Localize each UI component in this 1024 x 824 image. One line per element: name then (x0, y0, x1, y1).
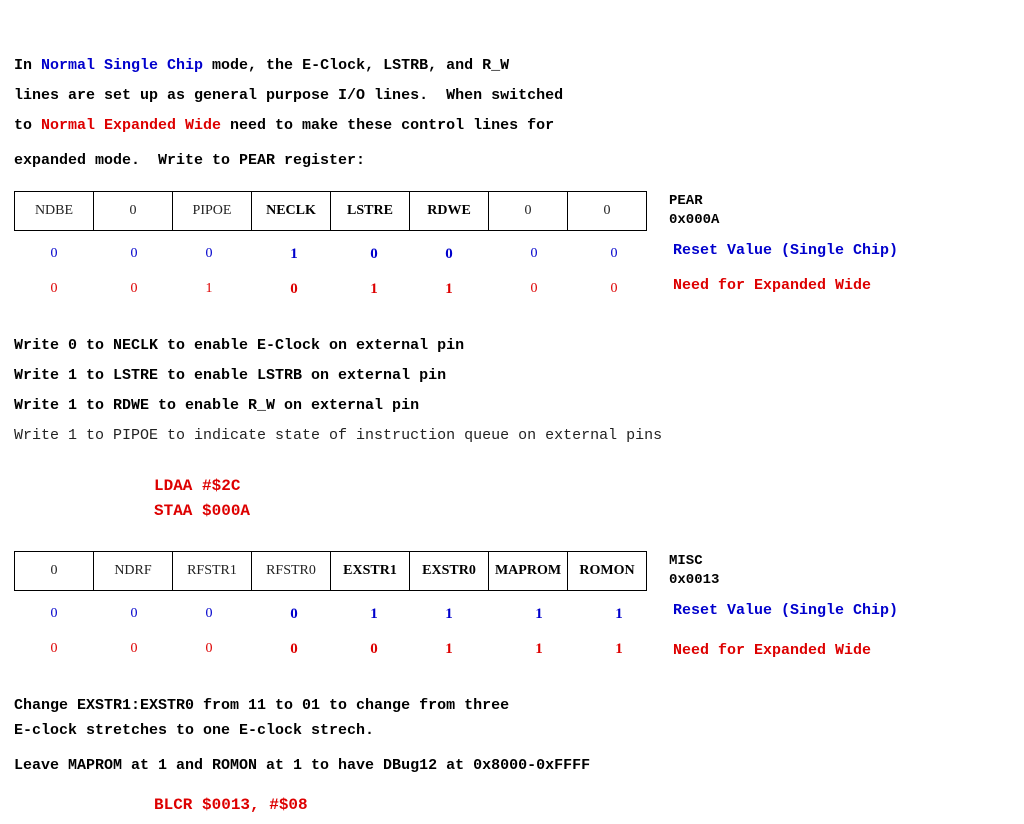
value: 0 (205, 246, 213, 261)
value: 1 (535, 606, 543, 622)
pear-bit-1: 0 (488, 191, 568, 231)
register-address: 0x0013 (669, 572, 720, 588)
value: 0 (205, 606, 213, 621)
misc-bit-2: EXSTR0 (409, 551, 489, 591)
value: 1 (445, 641, 453, 657)
misc-bit-5: RFSTR1 (172, 551, 252, 591)
intro-line-2: lines are set up as general purpose I/O … (14, 87, 564, 104)
need-expanded-legend: Need for Expanded Wide (673, 642, 872, 659)
pear-bit-3: LSTRE (330, 191, 410, 231)
normal-single-chip-term: Normal Single Chip (41, 57, 204, 74)
intro-line-1: In Normal Single Chip mode, the E-Clock,… (14, 57, 509, 75)
pear-register-label: PEAR 0x000A (669, 192, 719, 230)
pear-register-table: NDBE 0 PIPOE NECLK LSTRE RDWE 0 0 (14, 191, 647, 231)
misc-bit-0: ROMON (567, 551, 647, 591)
value: 0 (445, 246, 453, 262)
misc-bit-row: 0 NDRF RFSTR1 RFSTR0 EXSTR1 EXSTR0 MAPRO… (14, 551, 647, 591)
value: 0 (50, 641, 58, 656)
value: 0 (370, 641, 378, 657)
misc-reset-values: 0 0 0 0 1 1 1 1 (14, 606, 654, 626)
value: 0 (290, 281, 298, 297)
note-pipoe: Write 1 to PIPOE to indicate state of in… (14, 427, 663, 444)
reset-value-legend: Reset Value (Single Chip) (673, 242, 899, 259)
footer-line-1: Change EXSTR1:EXSTR0 from 11 to 01 to ch… (14, 697, 510, 714)
footer-line-3: Leave MAPROM at 1 and ROMON at 1 to have… (14, 757, 591, 774)
code-blcr: BLCR $0013, #$08 (154, 796, 308, 814)
misc-register-label: MISC 0x0013 (669, 552, 719, 590)
code-staa: STAA $000A (154, 502, 251, 520)
value: 0 (50, 246, 58, 261)
value: 1 (615, 641, 623, 657)
value: 1 (535, 641, 543, 657)
footer-line-2: E-clock stretches to one E-clock strech. (14, 722, 375, 739)
value: 0 (290, 641, 298, 657)
register-name: MISC (669, 553, 703, 569)
note-rdwe: Write 1 to RDWE to enable R_W on externa… (14, 397, 420, 414)
value: 1 (370, 281, 378, 297)
intro-text: to (14, 117, 42, 134)
value: 1 (290, 246, 298, 262)
intro-line-4: expanded mode. Write to PEAR register: (14, 152, 366, 169)
misc-bit-1: MAPROM (488, 551, 568, 591)
value: 0 (610, 246, 618, 261)
pear-reset-values: 0 0 0 1 0 0 0 0 (14, 246, 654, 266)
value: 1 (370, 606, 378, 622)
value: 0 (50, 281, 58, 296)
pear-bit-4: NECLK (251, 191, 331, 231)
misc-bit-7: 0 (14, 551, 94, 591)
value: 0 (205, 641, 213, 656)
intro-line-3: to Normal Expanded Wide need to make the… (14, 117, 554, 135)
normal-expanded-wide-term: Normal Expanded Wide (41, 117, 222, 134)
pear-bit-2: RDWE (409, 191, 489, 231)
pear-bit-0: 0 (567, 191, 647, 231)
value: 0 (530, 281, 538, 296)
misc-register-table: 0 NDRF RFSTR1 RFSTR0 EXSTR1 EXSTR0 MAPRO… (14, 551, 647, 591)
value: 1 (445, 606, 453, 622)
value: 0 (610, 281, 618, 296)
pear-bit-7: NDBE (14, 191, 94, 231)
value: 1 (615, 606, 623, 622)
register-name: PEAR (669, 193, 703, 209)
code-ldaa: LDAA #$2C (154, 477, 241, 495)
value: 0 (370, 246, 378, 262)
value: 0 (130, 606, 138, 621)
need-expanded-legend: Need for Expanded Wide (673, 277, 872, 294)
pear-bit-row: NDBE 0 PIPOE NECLK LSTRE RDWE 0 0 (14, 191, 647, 231)
misc-need-values: 0 0 0 0 0 1 1 1 (14, 641, 654, 661)
register-address: 0x000A (669, 212, 720, 228)
value: 0 (130, 246, 138, 261)
value: 0 (530, 246, 538, 261)
note-lstre: Write 1 to LSTRE to enable LSTRB on exte… (14, 367, 447, 384)
pear-bit-5: PIPOE (172, 191, 252, 231)
value: 1 (205, 281, 213, 296)
value: 0 (290, 606, 298, 622)
value: 0 (130, 641, 138, 656)
misc-bit-3: EXSTR1 (330, 551, 410, 591)
reset-value-legend: Reset Value (Single Chip) (673, 602, 899, 619)
intro-text: mode, the E-Clock, LSTRB, and R_W (203, 57, 510, 74)
note-neclk: Write 0 to NECLK to enable E-Clock on ex… (14, 337, 465, 354)
pear-need-values: 0 0 1 0 1 1 0 0 (14, 281, 654, 301)
value: 1 (445, 281, 453, 297)
misc-bit-4: RFSTR0 (251, 551, 331, 591)
value: 0 (130, 281, 138, 296)
intro-text: need to make these control lines for (221, 117, 555, 134)
pear-bit-6: 0 (93, 191, 173, 231)
misc-bit-6: NDRF (93, 551, 173, 591)
intro-text: In (14, 57, 42, 74)
value: 0 (50, 606, 58, 621)
